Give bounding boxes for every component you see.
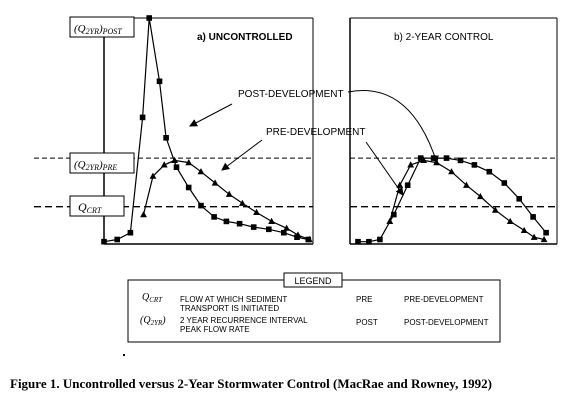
panel-a-post-point-4 bbox=[146, 15, 152, 21]
label-q2yr-post-text: (Q2YR)POST bbox=[74, 23, 122, 36]
legend-desc-1-line-2: TRANSPORT IS INITIATED bbox=[180, 304, 279, 313]
panel-a-post-point-7 bbox=[173, 164, 180, 170]
panel-b-post-point-3 bbox=[391, 211, 397, 218]
panel-a-pre-point-5 bbox=[197, 168, 205, 175]
panel-b-pre-point-8 bbox=[491, 206, 499, 213]
panel-b-post-point-13 bbox=[530, 214, 536, 220]
panel-a-pre-point-1 bbox=[149, 172, 157, 179]
panel-b-title: b) 2-YEAR CONTROL bbox=[394, 32, 494, 43]
panel-a-post-point-15 bbox=[281, 229, 287, 236]
panel-a-pre-point-4 bbox=[185, 159, 193, 166]
panel-b-post-point-7 bbox=[443, 155, 450, 161]
label-q2yr-post: (Q2YR)POST bbox=[69, 16, 135, 38]
panel-a-pre-point-12 bbox=[294, 231, 302, 238]
legend-full-pre: PRE-DEVELOPMENT bbox=[404, 295, 484, 304]
panel-a-pre-point-6 bbox=[211, 179, 219, 186]
figure-caption: Figure 1. Uncontrolled versus 2-Year Sto… bbox=[10, 376, 492, 391]
panel-a-pre-point-9 bbox=[253, 208, 260, 215]
panel-a-pre-point-13 bbox=[305, 235, 313, 243]
panel-a-post-point-13 bbox=[250, 224, 257, 230]
panel-a-pre-point-2 bbox=[160, 161, 168, 168]
panel-b-pre-point-11 bbox=[530, 233, 538, 240]
panel-b-pre-point-7 bbox=[476, 192, 484, 200]
legend-abbr-post: POST bbox=[356, 318, 378, 327]
legend-desc-1-line-1: FLOW AT WHICH SEDIMENT bbox=[180, 295, 287, 304]
panel-b-post-point-14 bbox=[543, 229, 549, 236]
panel-a-pre-point-7 bbox=[225, 190, 233, 197]
panel-b-pre-point-1 bbox=[396, 181, 404, 188]
panel-a-post-point-11 bbox=[223, 218, 230, 225]
panel-a-pre-point-11 bbox=[283, 224, 291, 231]
post-arrow-b bbox=[347, 90, 439, 164]
panel-a-post-point-0 bbox=[101, 238, 107, 245]
panel-a-post-point-9 bbox=[198, 202, 204, 209]
scan-speck bbox=[123, 354, 125, 356]
label-q2yr-pre-text: (Q2YR)PRE bbox=[74, 159, 117, 172]
panel-a-plot bbox=[34, 15, 313, 245]
legend-box bbox=[127, 279, 501, 343]
legend-desc-1: FLOW AT WHICH SEDIMENT TRANSPORT IS INIT… bbox=[180, 295, 289, 313]
panel-a-post-point-12 bbox=[236, 220, 243, 227]
panel-b-pre-point-6 bbox=[463, 181, 470, 188]
legend-desc-2: 2 YEAR RECURRENCE INTERVAL PEAK FLOW RAT… bbox=[180, 316, 310, 334]
panel-b-pre-point-12 bbox=[540, 235, 548, 243]
label-qcrt: QCRT bbox=[69, 195, 125, 217]
panel-a-post-point-14 bbox=[266, 226, 272, 233]
legend-abbr-pre: PRE bbox=[356, 295, 372, 304]
panel-b-post-point-0 bbox=[355, 238, 361, 245]
legend-title-box bbox=[283, 272, 343, 288]
panel-b-post-point-8 bbox=[457, 157, 464, 164]
panel-a-post-point-2 bbox=[127, 229, 134, 236]
pre-arrow-b bbox=[365, 141, 404, 196]
panel-b-plot bbox=[350, 155, 557, 245]
panel-a-pre-line bbox=[142, 159, 310, 241]
panel-a-pre-point-10 bbox=[268, 217, 275, 224]
panel-b-pre-point-5 bbox=[448, 168, 455, 175]
panel-b-post-point-10 bbox=[486, 168, 493, 175]
panel-b: b) 2-YEAR CONTROL bbox=[349, 17, 558, 245]
panel-b-post-point-5 bbox=[417, 155, 424, 161]
panel-b-post-point-11 bbox=[501, 180, 508, 186]
panel-a-post-point-5 bbox=[156, 78, 163, 85]
panel-a-post-point-3 bbox=[139, 114, 146, 121]
legend-title: LEGEND bbox=[294, 276, 332, 286]
label-q2yr-pre: (Q2YR)PRE bbox=[69, 152, 135, 174]
panel-a-post-point-1 bbox=[114, 236, 120, 243]
panel-b-post-point-12 bbox=[516, 196, 522, 202]
panel-a-pre-point-3 bbox=[171, 156, 179, 163]
panel-a-post-point-10 bbox=[211, 214, 217, 220]
legend-full-post: POST-DEVELOPMENT bbox=[404, 318, 489, 327]
panel-b-post-point-4 bbox=[404, 182, 411, 188]
post-development-label: POST-DEVELOPMENT bbox=[238, 89, 344, 100]
legend-desc-2-line-1: 2 YEAR RECURRENCE INTERVAL bbox=[180, 316, 308, 325]
panel-a-post-point-6 bbox=[163, 135, 169, 141]
panel-a-pre-point-0 bbox=[140, 211, 147, 218]
panel-b-pre-point-2 bbox=[407, 161, 415, 168]
panel-a-post-point-8 bbox=[185, 184, 192, 191]
post-arrow-a bbox=[189, 103, 233, 127]
pre-arrow-a bbox=[221, 139, 263, 171]
panel-a-title: a) UNCONTROLLED bbox=[197, 32, 293, 43]
panel-b-pre-point-10 bbox=[520, 226, 528, 234]
panel-b-pre-point-3 bbox=[420, 156, 428, 163]
panel-b-post-point-9 bbox=[471, 162, 478, 168]
legend: LEGEND QCRT FLOW AT WHICH SEDIMENT TRANS… bbox=[127, 272, 501, 343]
panel-b-pre-point-9 bbox=[506, 217, 514, 224]
panel-b-post-point-1 bbox=[366, 238, 372, 245]
panel-b-post-point-2 bbox=[377, 236, 383, 243]
panel-b-pre-point-0 bbox=[386, 217, 394, 224]
legend-desc-2-line-2: PEAK FLOW RATE bbox=[180, 325, 250, 334]
panel-a-pre-point-8 bbox=[238, 199, 246, 206]
pre-development-label: PRE-DEVELOPMENT bbox=[266, 127, 365, 138]
